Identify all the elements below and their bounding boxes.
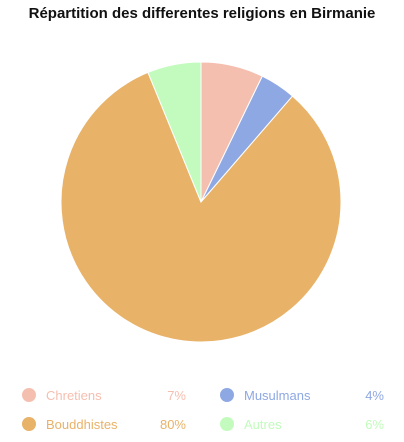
chart-title: Répartition des differentes religions en… (28, 5, 376, 22)
legend-item-musulmans[interactable]: Musulmans 4% (220, 385, 384, 405)
pie-slice-autres[interactable] (147, 61, 202, 203)
legend-swatch (220, 388, 234, 402)
legend-swatch (220, 417, 234, 431)
legend-item-autres[interactable]: Autres 6% (220, 414, 384, 434)
legend-value: 7% (167, 387, 186, 403)
legend: Chretiens 7% Musulmans 4% Bouddhistes 80… (0, 380, 404, 440)
legend-value: 4% (365, 387, 384, 403)
legend-swatch (22, 388, 36, 402)
legend-value: 6% (365, 416, 384, 432)
legend-label: Musulmans (244, 387, 311, 403)
legend-item-bouddhistes[interactable]: Bouddhistes 80% (22, 414, 186, 434)
legend-label: Autres (244, 416, 282, 432)
pie-chart (60, 61, 342, 343)
legend-label: Chretiens (46, 387, 102, 403)
legend-swatch (22, 417, 36, 431)
legend-item-chretiens[interactable]: Chretiens 7% (22, 385, 186, 405)
pie-slice-bouddhistes[interactable] (60, 71, 342, 343)
legend-value: 80% (159, 416, 186, 432)
legend-label: Bouddhistes (46, 416, 118, 432)
